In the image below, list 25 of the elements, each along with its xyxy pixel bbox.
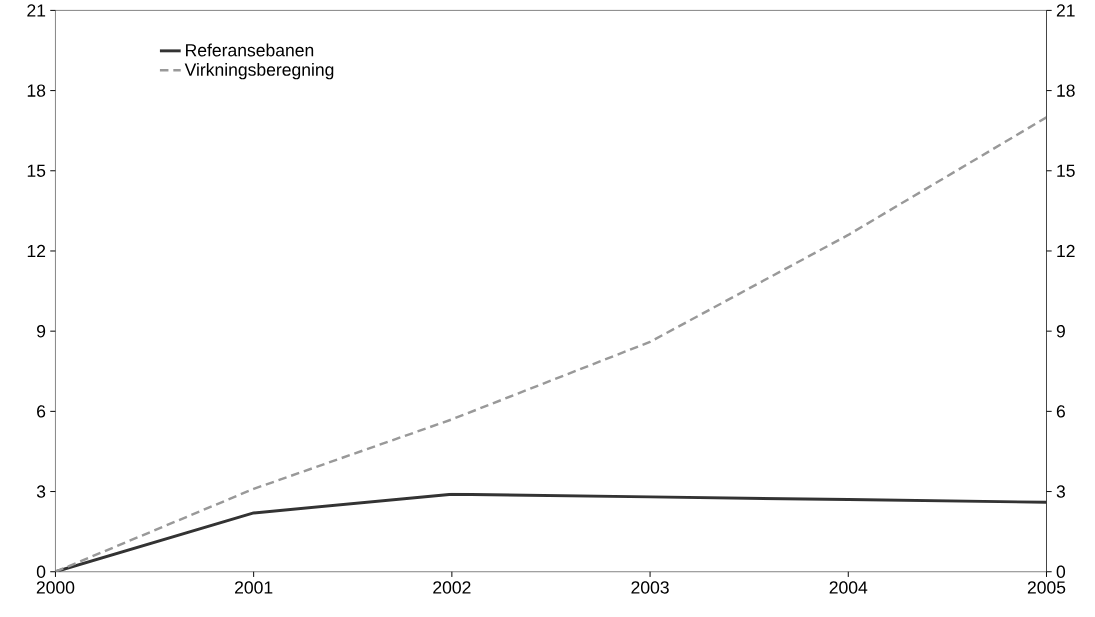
x-tick-label: 2001 xyxy=(235,581,273,594)
y2-tick-label: 3 xyxy=(1056,485,1065,498)
y2-tick-label: 6 xyxy=(1056,405,1065,418)
y2-tick-label: 18 xyxy=(1057,84,1075,97)
y2-tick-label: 9 xyxy=(1056,325,1065,338)
line-series xyxy=(55,116,1047,572)
y-tick-label: 0 xyxy=(36,565,46,579)
x-tick-label: 2003 xyxy=(631,581,669,594)
legend-label: Referansebanen xyxy=(186,43,314,57)
legend-label: Virkningsberegning xyxy=(184,63,334,80)
y-tick-label: 6 xyxy=(37,405,46,418)
y-tick-label: 3 xyxy=(36,485,46,498)
x-tick-label: 2000 xyxy=(36,581,75,594)
y-tick-label: 18 xyxy=(27,84,46,97)
y-tick-label: 9 xyxy=(37,325,46,338)
y-tick-label: 12 xyxy=(27,244,46,258)
y2-tick-label: 12 xyxy=(1057,244,1075,258)
x-tick-label: 2004 xyxy=(829,581,868,594)
y-tick-label: 15 xyxy=(27,164,46,177)
x-tick-label: 2005 xyxy=(1027,581,1066,594)
x-tick-label: 2002 xyxy=(433,581,471,594)
y2-tick-label: 21 xyxy=(1056,4,1075,17)
y-tick-label: 21 xyxy=(27,4,46,17)
y2-tick-label: 0 xyxy=(1056,565,1066,579)
y2-tick-label: 15 xyxy=(1057,164,1075,177)
